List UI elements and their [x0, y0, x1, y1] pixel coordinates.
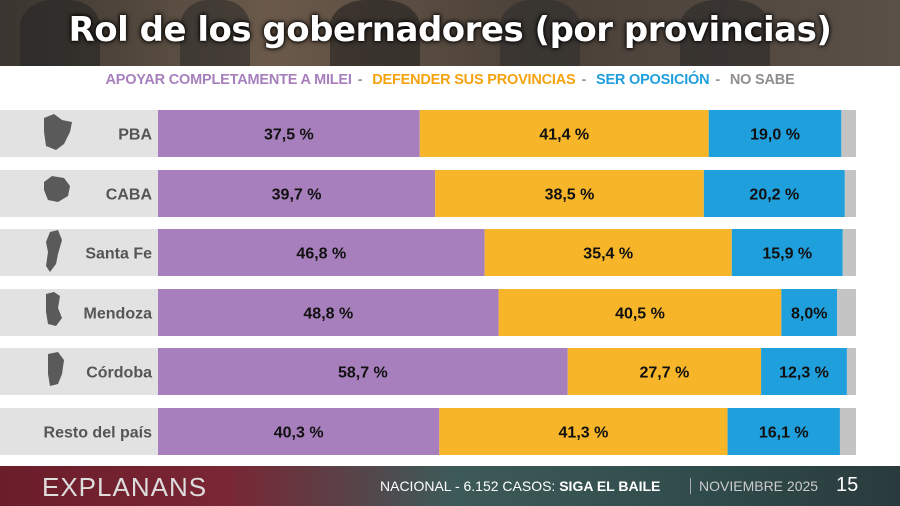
bar-segment: [158, 110, 420, 157]
bar-segment: [846, 348, 856, 395]
bar-segment: [484, 229, 732, 276]
bar-segment: [761, 348, 847, 395]
footer-sample: NACIONAL - 6.152 CASOS:: [380, 478, 560, 494]
data-label: 38,5 %: [545, 187, 595, 204]
row-label-background: [0, 348, 158, 395]
row-label-background: [0, 110, 158, 157]
footer-info: NACIONAL - 6.152 CASOS: SIGA EL BAILE: [380, 478, 660, 494]
legend-item: APOYAR COMPLETAMENTE A MILEI: [105, 72, 352, 88]
bar-segment: [727, 408, 840, 455]
bar-segment: [781, 289, 838, 336]
row-label-background: [0, 289, 158, 336]
data-label: 40,5 %: [615, 306, 665, 323]
data-label: 8,0%: [791, 306, 827, 323]
bar-segment: [158, 408, 440, 455]
province-map-icon: [46, 230, 62, 272]
data-label: 20,2 %: [749, 187, 799, 204]
bar-segment: [708, 110, 842, 157]
data-label: 37,5 %: [264, 127, 314, 144]
data-label: 40,3 %: [274, 425, 324, 442]
stacked-bar-chart: PBA 37,5 % 41,4 % 19,0 % CABA 39,7 % 38,5 % 20,…: [0, 110, 856, 455]
footer-date: NOVIEMBRE 2025: [690, 478, 818, 494]
data-label: 41,3 %: [559, 425, 609, 442]
legend-item: DEFENDER SUS PROVINCIAS: [372, 72, 576, 88]
province-map-icon: [44, 114, 72, 150]
legend-item: NO SABE: [729, 72, 795, 88]
data-label: 19,0 %: [750, 127, 800, 144]
data-label: 46,8 %: [296, 246, 346, 263]
header-photo: Rol de los gobernadores (por provincias): [0, 0, 900, 66]
data-label: 58,7 %: [338, 365, 388, 382]
bar-segment: [842, 229, 856, 276]
legend: APOYAR COMPLETAMENTE A MILEI - DEFENDER S…: [105, 72, 795, 88]
bar-segment: [158, 348, 568, 395]
bar-segment: [567, 348, 762, 395]
category-label: Resto del país: [44, 425, 153, 442]
page-number: 15: [836, 474, 859, 496]
bar-segment: [498, 289, 782, 336]
bar-segment: [731, 229, 843, 276]
row-label-background: [0, 408, 158, 455]
row-label-background: [0, 229, 158, 276]
bar-segment: [703, 170, 845, 217]
category-label: CABA: [106, 187, 153, 204]
footer-study-name: SIGA EL BAILE: [559, 478, 661, 494]
province-map-icon: [44, 176, 70, 202]
data-label: 39,7 %: [272, 187, 322, 204]
legend-item: SER OPOSICIÓN: [595, 72, 710, 88]
bar-segment: [158, 289, 499, 336]
category-label: Córdoba: [86, 365, 152, 382]
page-title: Rol de los gobernadores (por provincias): [68, 10, 832, 50]
footer: EXPLANANS NACIONAL - 6.152 CASOS: SIGA E…: [0, 466, 900, 506]
category-label: Mendoza: [84, 306, 153, 323]
category-label: PBA: [118, 127, 152, 144]
data-label: 27,7 %: [639, 365, 689, 382]
brand-logo: EXPLANANS: [42, 472, 208, 502]
data-label: 48,8 %: [303, 306, 353, 323]
bar-segment: [439, 408, 728, 455]
row-label-background: [0, 170, 158, 217]
data-label: 35,4 %: [583, 246, 633, 263]
bar-segment: [158, 229, 485, 276]
category-label: Santa Fe: [85, 246, 152, 263]
data-label: 12,3 %: [779, 365, 829, 382]
bar-segment: [419, 110, 709, 157]
bar-segment: [837, 289, 856, 336]
province-map-icon: [48, 352, 64, 386]
data-label: 16,1 %: [759, 425, 809, 442]
province-map-icon: [46, 292, 62, 326]
bar-segment: [158, 170, 436, 217]
bar-segment: [844, 170, 856, 217]
bar-segment: [841, 110, 856, 157]
data-label: 15,9 %: [762, 246, 812, 263]
data-label: 41,4 %: [539, 127, 589, 144]
bar-segment: [839, 408, 856, 455]
bar-segment: [435, 170, 704, 217]
